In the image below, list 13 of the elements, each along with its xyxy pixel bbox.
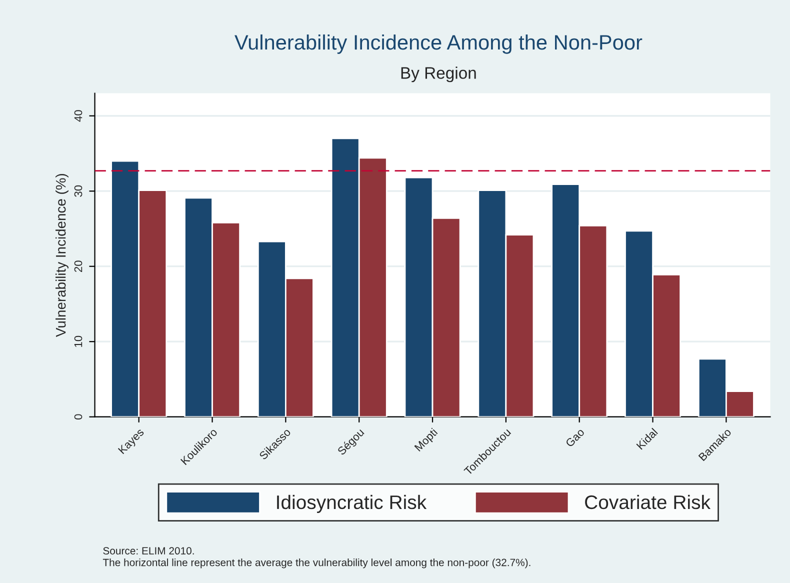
y-tick-label: 20 [74, 260, 82, 272]
y-tick-label: 0 [74, 414, 82, 420]
source-note: Source: ELIM 2010. [103, 547, 194, 555]
y-axis-title: Vulnerability Incidence (%) [56, 174, 68, 337]
chart-title: Vulnerability Incidence Among the Non-Poor [234, 34, 642, 54]
legend-label: Idiosyncratic Risk [277, 494, 427, 513]
chart-subtitle: By Region [401, 66, 476, 82]
text: The horizontal line represent the average the vulnerability level among the non-poor (32.7%). [102, 558, 530, 568]
y-tick-label: 30 [74, 185, 82, 197]
x-tick-label: Gao [565, 428, 585, 448]
y-tick-label: 40 [74, 110, 82, 122]
legend-label: Covariate Risk [585, 494, 711, 510]
y-tick-label: 10 [74, 336, 82, 347]
